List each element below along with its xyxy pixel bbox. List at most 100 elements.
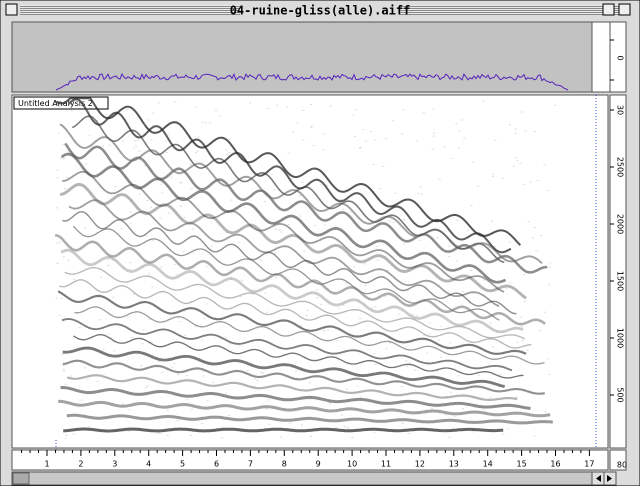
noise-speck [220,437,223,439]
time-tick-label: 2 [78,460,83,469]
noise-speck [533,226,536,228]
noise-speck [487,247,490,249]
noise-speck [129,211,132,213]
noise-speck [342,208,345,210]
noise-speck [69,246,72,248]
noise-speck [113,350,116,352]
partial-track [58,399,551,418]
noise-speck [217,271,220,273]
partial-track [62,211,517,315]
time-tick-label: 7 [248,460,253,469]
zoom-box[interactable] [602,3,615,16]
noise-speck [112,259,115,261]
noise-speck [153,417,156,419]
scroll-thumb[interactable] [12,472,30,485]
noise-speck [143,142,146,144]
noise-speck [314,224,316,226]
noise-speck [351,437,354,439]
noise-speck [64,438,67,439]
partial-track [60,183,527,300]
noise-speck [64,188,67,190]
noise-speck [531,237,534,239]
noise-speck [129,268,132,270]
noise-speck [548,284,551,286]
noise-speck [535,250,538,252]
noise-speck [214,198,216,200]
noise-speck [157,361,160,363]
noise-speck [482,409,485,411]
noise-speck [430,218,433,220]
noise-speck [279,436,282,438]
noise-speck [309,435,312,437]
noise-speck [523,300,526,302]
noise-speck [179,181,181,183]
noise-speck [430,384,433,385]
noise-speck [151,112,154,114]
noise-speck [354,135,357,137]
noise-speck [190,300,193,302]
noise-speck [62,256,65,258]
noise-speck [519,324,522,325]
noise-speck [112,296,115,298]
noise-speck [312,168,315,170]
close-box[interactable] [5,3,18,16]
horizontal-scrollbar[interactable] [11,471,617,486]
noise-speck [55,297,58,299]
noise-speck [114,186,117,188]
noise-speck [194,325,197,327]
noise-speck [143,261,146,263]
noise-speck [322,330,325,332]
noise-speck [135,145,138,147]
time-tick-label: 14 [483,460,493,469]
noise-speck [307,205,309,207]
noise-speck [189,435,192,436]
noise-speck [87,425,90,427]
noise-speck [521,340,524,342]
noise-speck [449,392,452,394]
noise-speck [295,370,297,372]
noise-speck [380,309,383,311]
noise-speck [400,386,403,388]
noise-speck [438,339,441,341]
noise-speck [520,316,523,318]
noise-speck [316,297,319,299]
noise-speck [464,294,467,296]
noise-speck [134,140,136,142]
noise-speck [507,428,510,430]
noise-speck [201,339,204,341]
noise-speck [343,426,346,428]
noise-speck [516,423,519,424]
noise-speck [220,274,223,276]
noise-speck [109,162,112,164]
noise-speck [516,159,519,161]
noise-speck [373,353,376,355]
title-bar: 04-ruine-gliss(alle).aiff [1,1,639,19]
noise-speck [487,262,489,264]
noise-speck [526,349,529,351]
noise-speck [62,362,65,364]
noise-speck [78,360,81,362]
noise-speck [56,177,59,179]
noise-speck [63,158,65,160]
noise-speck [64,383,67,385]
noise-speck [298,195,301,197]
noise-speck [151,286,154,288]
noise-speck [489,322,492,324]
noise-speck [469,429,472,431]
noise-speck [431,148,434,150]
noise-speck [97,242,100,244]
noise-speck [324,224,326,226]
time-tick-label: 5 [180,460,185,469]
noise-speck [428,411,431,413]
noise-speck [434,298,437,300]
noise-speck [406,290,409,291]
noise-speck [411,314,414,316]
noise-speck [137,417,140,419]
noise-speck [166,134,169,136]
noise-speck [409,300,411,302]
noise-speck [405,366,408,368]
collapse-box[interactable] [618,3,631,16]
noise-speck [169,142,171,144]
frequency-tick-label: 2000 [616,214,625,234]
noise-speck [165,140,168,142]
